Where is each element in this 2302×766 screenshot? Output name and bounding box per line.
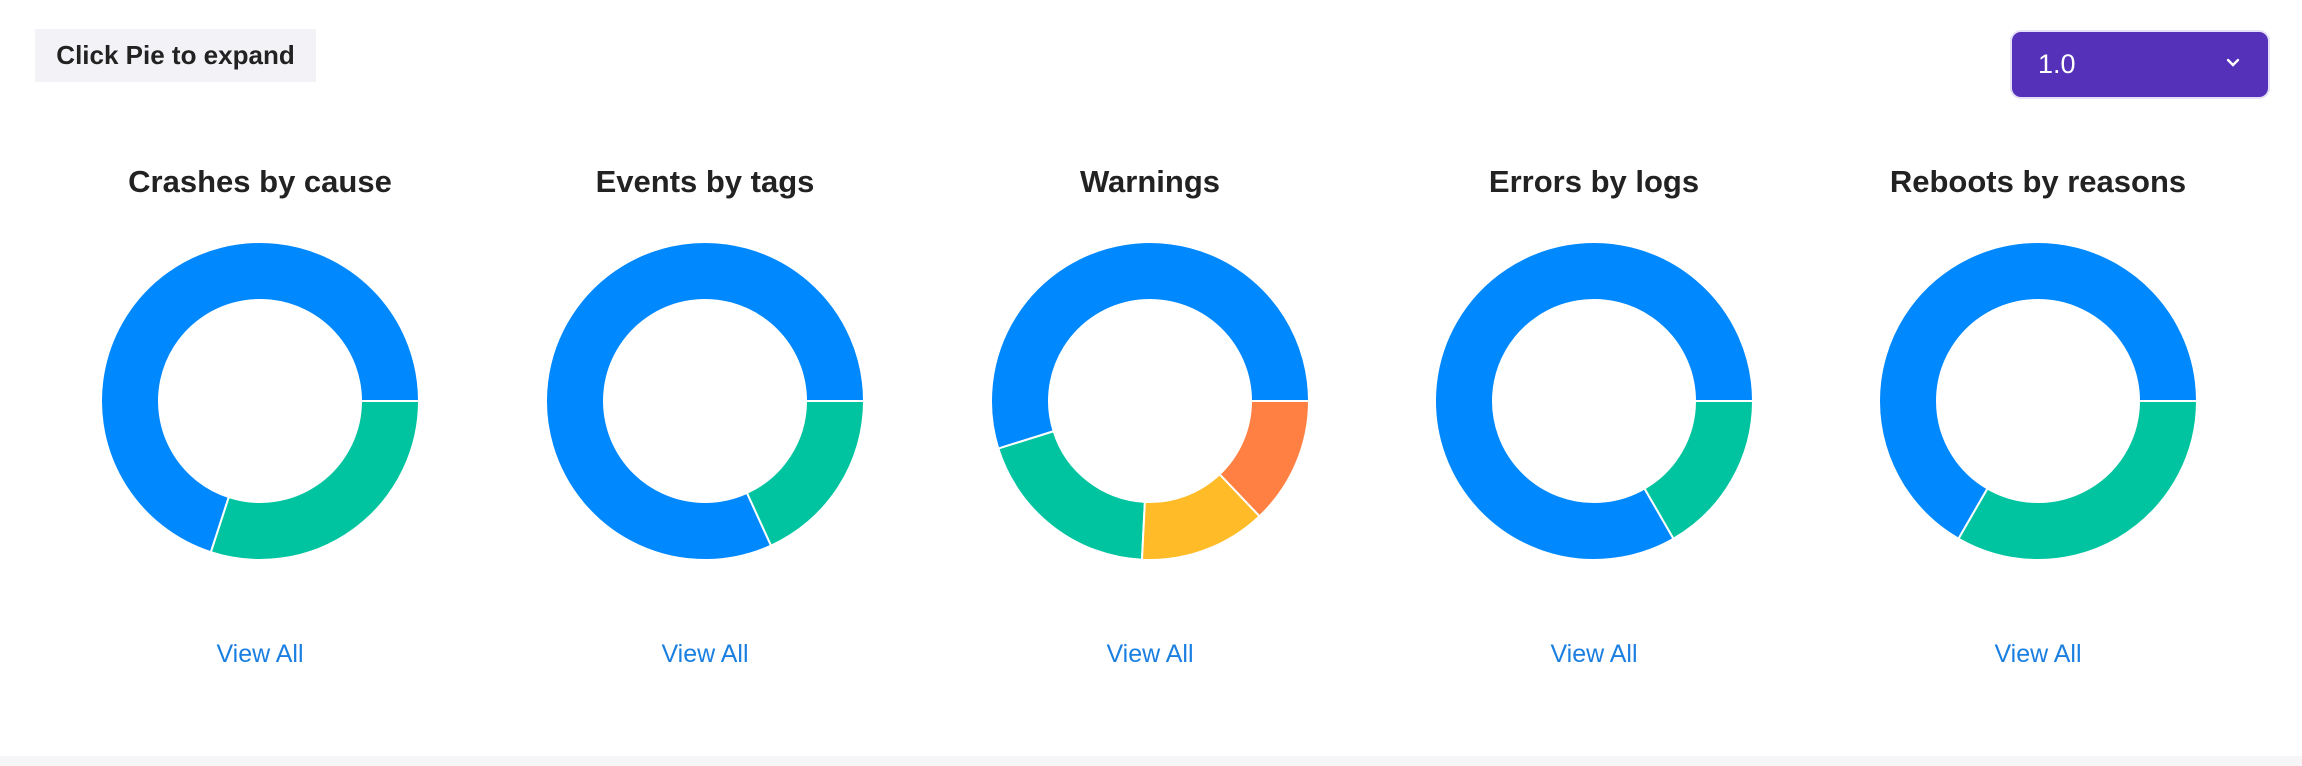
donut-slice[interactable] bbox=[1957, 400, 2198, 561]
donut[interactable] bbox=[545, 241, 865, 561]
donut[interactable] bbox=[1878, 241, 2198, 561]
view-all-link[interactable]: View All bbox=[661, 640, 749, 668]
version-select-value: 1.0 bbox=[2038, 49, 2076, 79]
view-all-link[interactable]: View All bbox=[1994, 640, 2082, 668]
donut[interactable] bbox=[1434, 241, 1754, 561]
donut-slice[interactable] bbox=[1878, 241, 2198, 541]
donut-slice[interactable] bbox=[209, 400, 420, 561]
view-all-link[interactable]: View All bbox=[1550, 640, 1638, 668]
donut-slice[interactable] bbox=[997, 429, 1146, 561]
donut[interactable] bbox=[990, 241, 1310, 561]
expand-hint: Click Pie to expand bbox=[35, 29, 316, 82]
view-all-link[interactable]: View All bbox=[216, 640, 304, 668]
donut-chart-5: Reboots by reasons View All bbox=[1828, 150, 2248, 690]
donut-chart-2: Events by tags View All bbox=[495, 150, 915, 690]
chart-title: Events by tags bbox=[595, 164, 815, 199]
view-all-link[interactable]: View All bbox=[1106, 640, 1194, 668]
donut-slice[interactable] bbox=[990, 241, 1310, 450]
chart-title: Errors by logs bbox=[1488, 164, 1700, 199]
donut-slice[interactable] bbox=[1643, 400, 1754, 541]
donut-slice[interactable] bbox=[100, 241, 420, 554]
donut-slice[interactable] bbox=[1434, 241, 1754, 561]
donut-slice[interactable] bbox=[1218, 400, 1310, 518]
donut-slice[interactable] bbox=[545, 241, 865, 561]
donut-chart-1: Crashes by cause View All bbox=[50, 150, 470, 690]
version-select[interactable]: 1.0 bbox=[2012, 32, 2268, 97]
chart-title: Warnings bbox=[1079, 164, 1221, 199]
chart-title: Crashes by cause bbox=[128, 164, 392, 199]
chevron-down-icon bbox=[2226, 58, 2240, 67]
chart-title: Reboots by reasons bbox=[1889, 164, 2187, 199]
donut-chart-3: Warnings View All bbox=[940, 150, 1360, 690]
donut[interactable] bbox=[100, 241, 420, 561]
donut-chart-4: Errors by logs View All bbox=[1384, 150, 1804, 690]
donut-slice[interactable] bbox=[745, 400, 865, 547]
